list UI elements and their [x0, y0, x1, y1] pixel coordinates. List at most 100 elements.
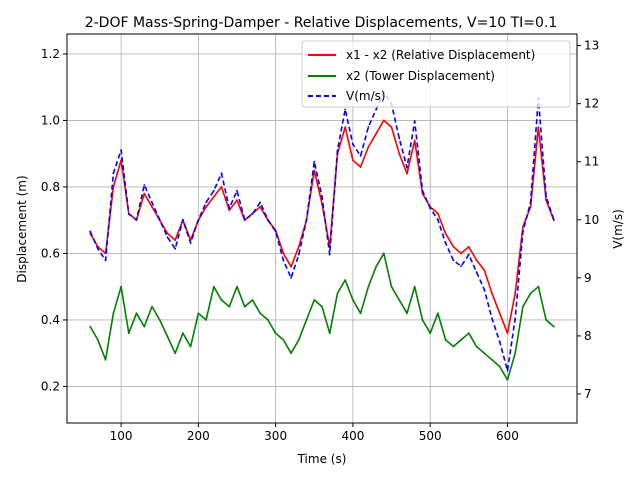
- series-line-wind-speed-point: [127, 213, 130, 215]
- legend-label-relative: x1 - x2 (Relative Displacement): [346, 48, 535, 62]
- series-line-wind-speed-point: [429, 207, 432, 210]
- series-line-tower-displacement-point: [421, 319, 424, 321]
- y2-tick-label: 12: [584, 97, 599, 111]
- x-tick-label: 300: [264, 429, 287, 443]
- series-line-relative-displacement-point: [452, 245, 455, 248]
- series-line-relative-displacement-point: [166, 232, 169, 235]
- series-line-wind-speed-point: [259, 201, 262, 204]
- series-line-tower-displacement-point: [437, 312, 439, 315]
- series-line-tower-displacement-point: [529, 292, 532, 295]
- series-line-tower-displacement-point: [452, 345, 455, 348]
- series-line-wind-speed-point: [336, 149, 339, 152]
- series-line-tower-displacement-point: [336, 292, 339, 295]
- series-line-tower-displacement-point: [189, 345, 192, 348]
- series-line-tower-displacement-point: [120, 285, 122, 288]
- series-line-relative-displacement-point: [382, 119, 385, 122]
- series-line-tower-displacement-point: [475, 345, 478, 348]
- series-line-relative-displacement-point: [514, 292, 517, 295]
- series-line-wind-speed-point: [359, 155, 362, 157]
- series-line-relative-displacement-point: [483, 269, 486, 271]
- series-line-tower-displacement-point: [514, 352, 517, 355]
- series-line-tower-displacement-point: [174, 352, 177, 355]
- series-line-tower-displacement-point: [127, 332, 130, 335]
- series-line-wind-speed-point: [352, 143, 354, 146]
- series-line-wind-speed-point: [143, 184, 146, 186]
- series-line-wind-speed-point: [135, 218, 138, 221]
- y2-tick-label: 13: [584, 39, 599, 53]
- series-line-wind-speed-point: [467, 253, 470, 256]
- x-tick-label: 500: [419, 429, 442, 443]
- series-line-wind-speed-point: [498, 340, 501, 343]
- y2-tick-label: 10: [584, 213, 599, 227]
- series-layer: [89, 91, 555, 381]
- y-tick-label: 0.2: [41, 379, 60, 393]
- series-line-tower-displacement-point: [104, 358, 107, 361]
- series-line-wind-speed-point: [243, 218, 246, 221]
- series-line-relative-displacement-point: [236, 199, 238, 202]
- series-line-wind-speed-point: [158, 218, 161, 221]
- series-line-tower-displacement-point: [158, 319, 161, 321]
- series-line-wind-speed-point: [112, 172, 115, 175]
- series-line-relative-displacement-point: [522, 225, 524, 228]
- series-line-tower-displacement-point: [220, 299, 223, 301]
- series-line-tower-displacement-point: [406, 312, 408, 315]
- y2-axis-label: V(m/s): [611, 209, 625, 249]
- series-line-wind-speed-point: [529, 201, 532, 204]
- series-line-tower-displacement-point: [367, 285, 370, 288]
- axis-ticks: 100 200 300 400 500 600 0.2 0.4 0.6 0.8 1.0 1.2 7 8 9 1…: [41, 39, 599, 443]
- series-line-wind-speed-point: [452, 259, 455, 262]
- series-line-tower-displacement-point: [259, 312, 262, 315]
- series-line-relative-displacement-point: [174, 239, 177, 242]
- series-line-wind-speed-point: [104, 259, 107, 262]
- series-line-wind-speed-point: [267, 218, 269, 221]
- series-line-relative-displacement-point: [297, 245, 300, 248]
- series-line-tower-displacement-point: [506, 378, 509, 381]
- series-line-wind-speed-point: [174, 247, 177, 250]
- series-line-tower-displacement-point: [537, 285, 540, 288]
- series-line-relative-displacement-point: [344, 126, 347, 128]
- series-line-tower-displacement-point: [151, 305, 153, 308]
- series-line-tower-displacement-point: [552, 325, 555, 328]
- series-line-tower-displacement-point: [352, 299, 354, 301]
- series-line-tower-displacement-point: [467, 332, 470, 335]
- series-line-tower-displacement-point: [212, 285, 215, 288]
- series-line-relative-displacement-point: [491, 292, 493, 295]
- series-line-relative-displacement-point: [367, 146, 370, 148]
- series-line-wind-speed-point: [344, 108, 347, 111]
- series-line-wind-speed-point: [151, 201, 153, 204]
- series-line-tower-displacement-point: [375, 265, 377, 268]
- series-line-wind-speed-point: [89, 230, 92, 233]
- series-line-tower-displacement-point: [522, 305, 524, 308]
- series-line-tower-displacement-point: [182, 332, 184, 335]
- series-line-tower-displacement-point: [135, 312, 138, 315]
- x-tick-label: 600: [496, 429, 519, 443]
- series-line-tower-displacement-point: [143, 325, 146, 328]
- y2-tick-label: 11: [584, 155, 599, 169]
- series-line-wind-speed-point: [297, 253, 300, 256]
- series-line-tower-displacement-point: [228, 305, 231, 308]
- series-line-relative-displacement-point: [143, 192, 146, 195]
- series-line-tower-displacement-point: [545, 319, 547, 321]
- series-line-relative-displacement-point: [413, 139, 416, 142]
- series-line-relative-displacement-point: [398, 152, 401, 155]
- series-line-relative-displacement-point: [437, 212, 439, 215]
- series-line-wind-speed-point: [483, 288, 486, 291]
- series-line-tower-displacement-point: [251, 299, 254, 301]
- series-line-tower-displacement-point: [243, 305, 246, 308]
- series-line-wind-speed-point: [97, 247, 99, 250]
- series-line-wind-speed-point: [552, 218, 555, 221]
- series-line-relative-displacement-point: [359, 166, 362, 168]
- series-line-wind-speed-point: [197, 218, 200, 221]
- x-axis-label: Time (s): [297, 452, 347, 466]
- series-line-wind-speed-point: [367, 126, 370, 128]
- legend-label-wind: V(m/s): [346, 89, 386, 103]
- series-line-relative-displacement-point: [537, 126, 540, 128]
- grid: [67, 34, 577, 423]
- series-line-tower-displacement-point: [483, 352, 486, 355]
- series-line-wind-speed-point: [290, 277, 292, 279]
- series-line-tower-displacement-point: [390, 285, 393, 288]
- series-line-relative-displacement-point: [220, 186, 223, 188]
- x-tick-label: 400: [341, 429, 364, 443]
- series-line-wind-speed-point: [189, 242, 192, 244]
- series-line-wind-speed-point: [437, 218, 439, 221]
